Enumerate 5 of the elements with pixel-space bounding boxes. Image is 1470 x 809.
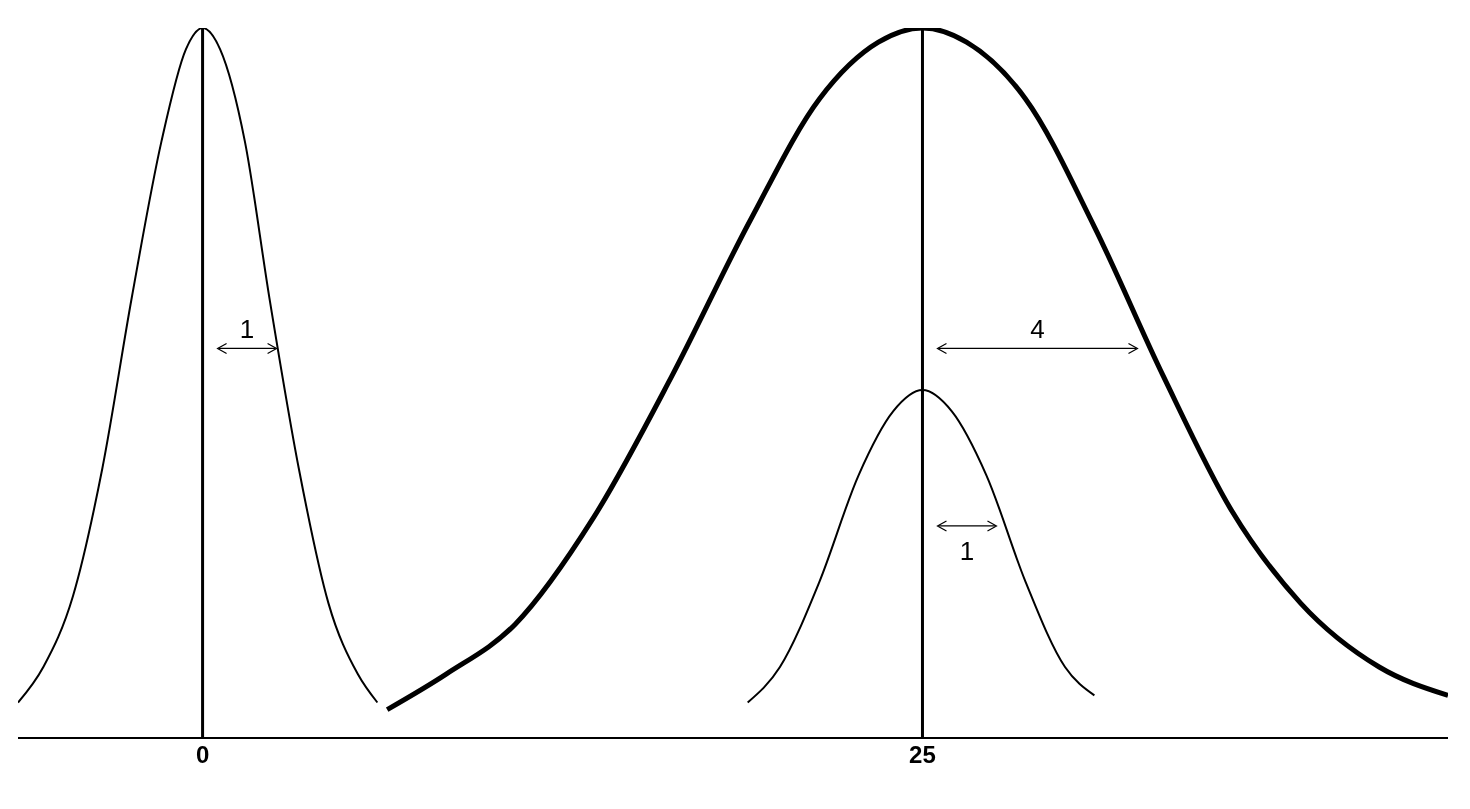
annotation: 1 [239,314,255,345]
annotation: 4 [1030,314,1045,345]
x-tick-label: 25 [909,741,936,769]
annotation: 1 [959,535,975,566]
x-tick-label: 0 [195,741,210,769]
